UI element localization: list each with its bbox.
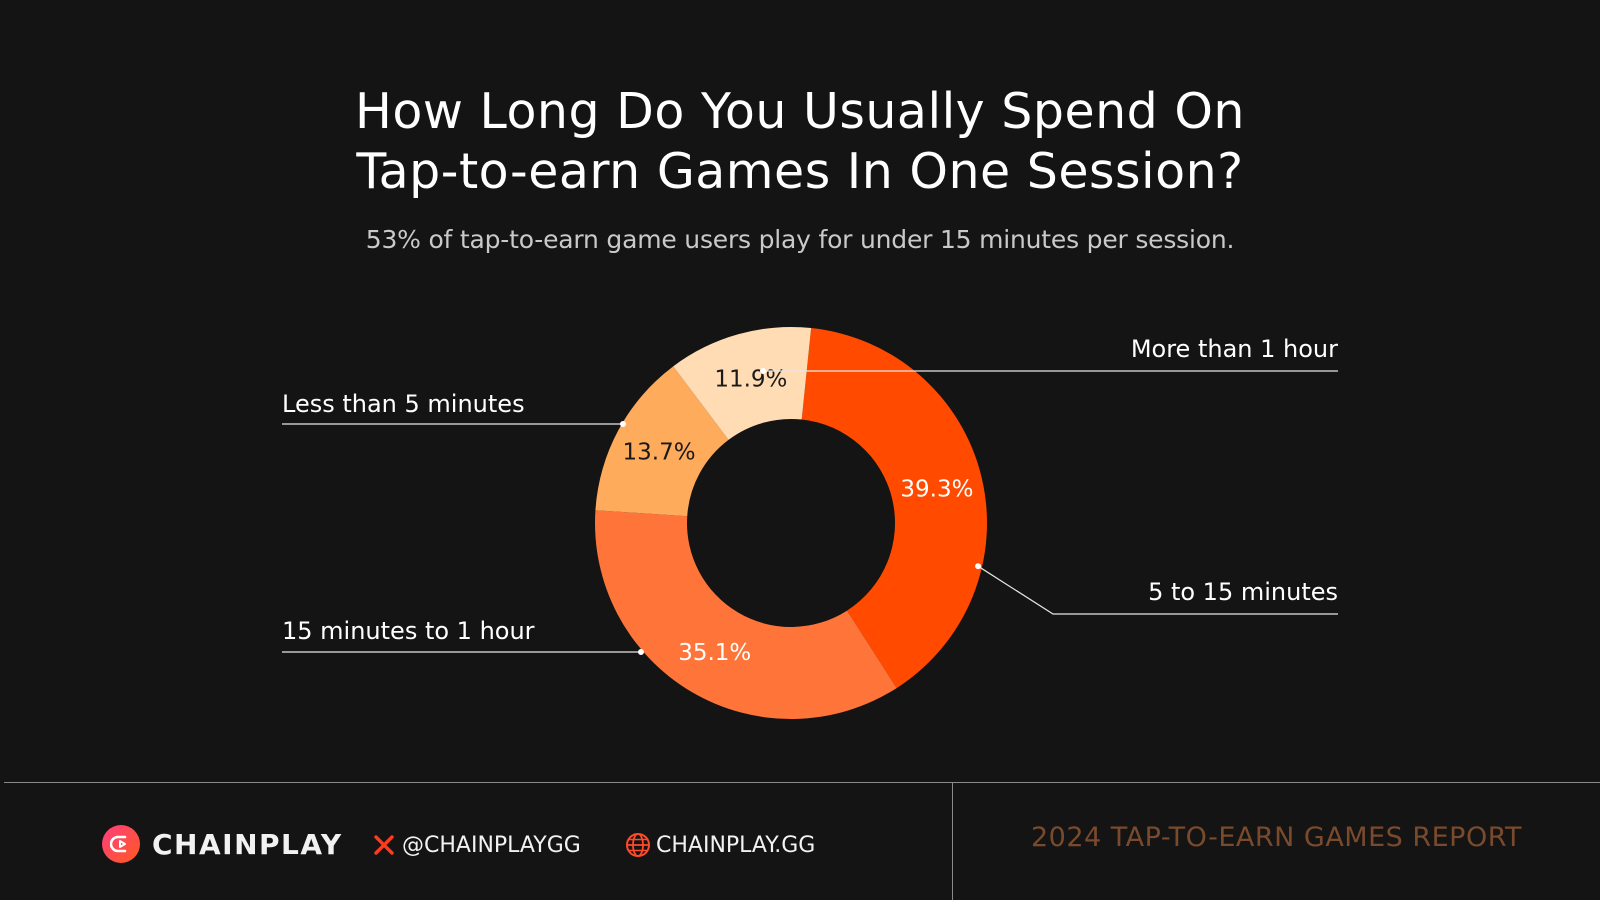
- twitter-handle: @CHAINPLAYGG: [402, 832, 581, 858]
- globe-icon: [624, 831, 652, 859]
- donut-slice: [595, 366, 729, 517]
- chart-title-line-1: How Long Do You Usually Spend On: [355, 83, 1245, 140]
- callout-dot: [975, 563, 982, 570]
- brand-name: CHAINPLAY: [152, 827, 343, 861]
- report-title: 2024 TAP-TO-EARN GAMES REPORT: [1030, 822, 1523, 853]
- donut-slice: [594, 510, 897, 719]
- footer-vertical-divider: [952, 783, 953, 900]
- slice-value-label: 13.7%: [623, 440, 696, 466]
- slice-category-label: 5 to 15 minutes: [1148, 578, 1338, 606]
- callout-dot: [760, 368, 766, 374]
- slice-category-label: Less than 5 minutes: [282, 390, 525, 418]
- chart-subtitle: 53% of tap-to-earn game users play for u…: [365, 225, 1235, 254]
- footer-divider: [4, 782, 1600, 783]
- chainplay-logo-icon: [102, 825, 140, 863]
- twitter-link[interactable]: @CHAINPLAYGG: [370, 830, 581, 860]
- slice-value-label: 35.1%: [678, 640, 751, 666]
- brand: CHAINPLAY: [102, 824, 343, 864]
- callout-dot: [620, 421, 626, 427]
- x-icon: [370, 831, 398, 859]
- slice-value-label: 39.3%: [900, 476, 973, 502]
- slice-category-label: 15 minutes to 1 hour: [282, 617, 535, 645]
- callout-line: [977, 565, 1338, 615]
- donut-slice: [673, 326, 812, 440]
- chart-title: How Long Do You Usually Spend On Tap-to-…: [0, 82, 1600, 202]
- website-link[interactable]: CHAINPLAY.GG: [624, 830, 815, 860]
- slice-category-label: More than 1 hour: [1131, 335, 1338, 363]
- website-url: CHAINPLAY.GG: [656, 832, 816, 858]
- callout-dot: [638, 649, 644, 655]
- donut-slice: [801, 328, 987, 689]
- slice-value-label: 11.9%: [714, 366, 787, 392]
- chart-title-line-2: Tap-to-earn Games In One Session?: [356, 143, 1244, 200]
